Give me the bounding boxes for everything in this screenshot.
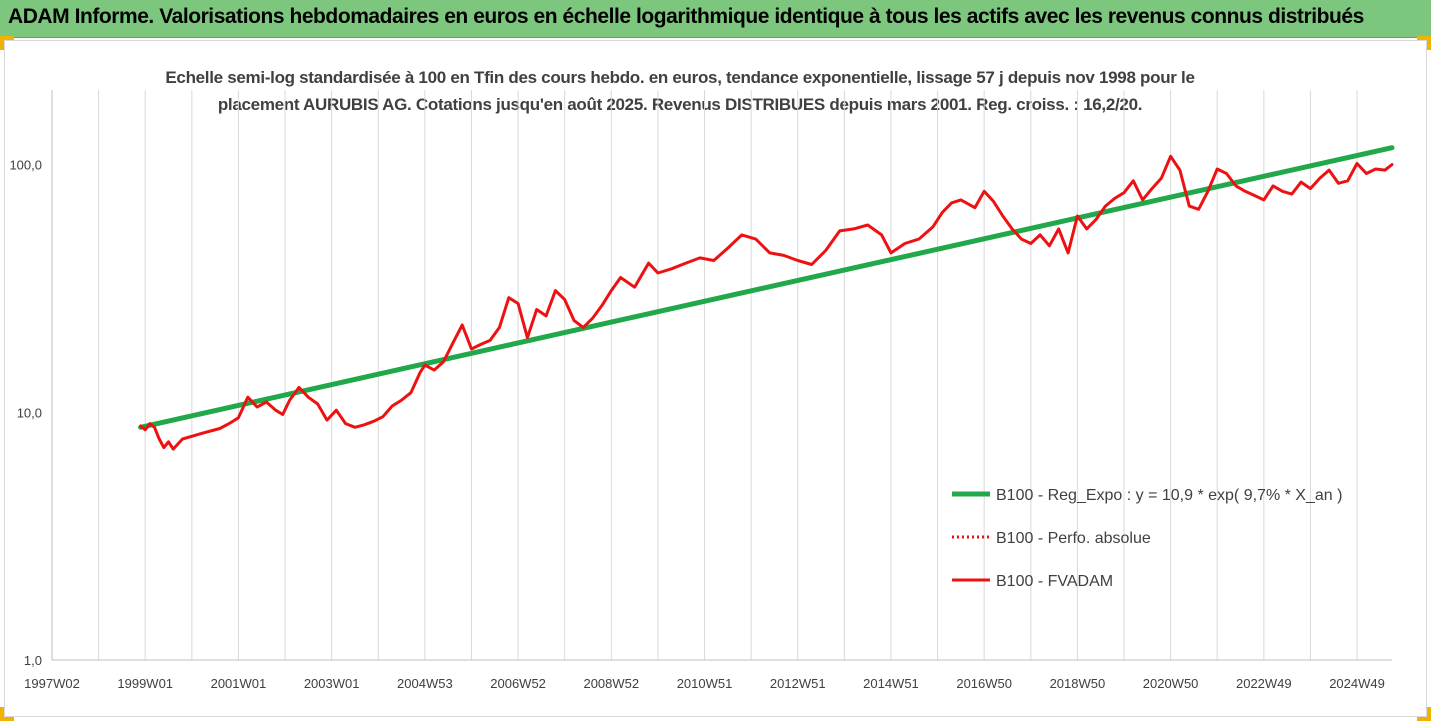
x-tick-label: 2012W51 xyxy=(770,676,826,691)
series-lines xyxy=(138,145,1395,451)
x-tick-label: 2010W51 xyxy=(677,676,733,691)
tick-labels: 1,0 10,0 100,0 1997W02 1999W01 2001W01 2003W01… xyxy=(9,158,1384,691)
y-tick-label: 1,0 xyxy=(24,653,42,668)
trend-line xyxy=(138,145,1395,430)
chart-subtitle-line-1: Echelle semi-log standardisée à 100 en T… xyxy=(165,68,1195,87)
corner-marker-bottom-left xyxy=(0,707,14,721)
x-tick-label: 2008W52 xyxy=(583,676,639,691)
chart-frame xyxy=(4,40,1427,717)
x-tick-label: 2022W49 xyxy=(1236,676,1292,691)
corner-marker-top-right xyxy=(1417,36,1431,50)
report-title: ADAM Informe. Valorisations hebdomadaire… xyxy=(8,5,1364,28)
chart-subtitle-line-2: placement AURUBIS AG. Cotations jusqu'en… xyxy=(217,95,1143,114)
x-tick-label: 2018W50 xyxy=(1050,676,1106,691)
legend-label: B100 - FVADAM xyxy=(996,573,1113,590)
x-tick-label: 2014W51 xyxy=(863,676,919,691)
legend: B100 - Reg_Expo : y = 10,9 * exp( 9,7% *… xyxy=(952,487,1342,590)
corner-marker-bottom-right xyxy=(1417,707,1431,721)
x-tick-label: 2024W49 xyxy=(1329,676,1385,691)
chart-subtitle: Echelle semi-log standardisée à 100 en T… xyxy=(130,64,1230,118)
x-tick-label: 2003W01 xyxy=(304,676,360,691)
fvadam-line xyxy=(139,154,1394,451)
corner-marker-top-left xyxy=(0,36,14,50)
axes xyxy=(51,90,1392,661)
x-tick-label: 2001W01 xyxy=(211,676,267,691)
x-tick-label: 1997W02 xyxy=(24,676,80,691)
legend-label: B100 - Reg_Expo : y = 10,9 * exp( 9,7% *… xyxy=(996,487,1342,504)
report-banner: ADAM Informe. Valorisations hebdomadaire… xyxy=(0,0,1431,38)
x-tick-label: 2004W53 xyxy=(397,676,453,691)
legend-label: B100 - Perfo. absolue xyxy=(996,530,1151,547)
y-tick-label: 10,0 xyxy=(17,405,42,420)
x-tick-label: 1999W01 xyxy=(117,676,173,691)
x-tick-label: 2020W50 xyxy=(1143,676,1199,691)
y-tick-label: 100,0 xyxy=(9,158,42,173)
x-tick-label: 2006W52 xyxy=(490,676,546,691)
x-tick-label: 2016W50 xyxy=(956,676,1012,691)
